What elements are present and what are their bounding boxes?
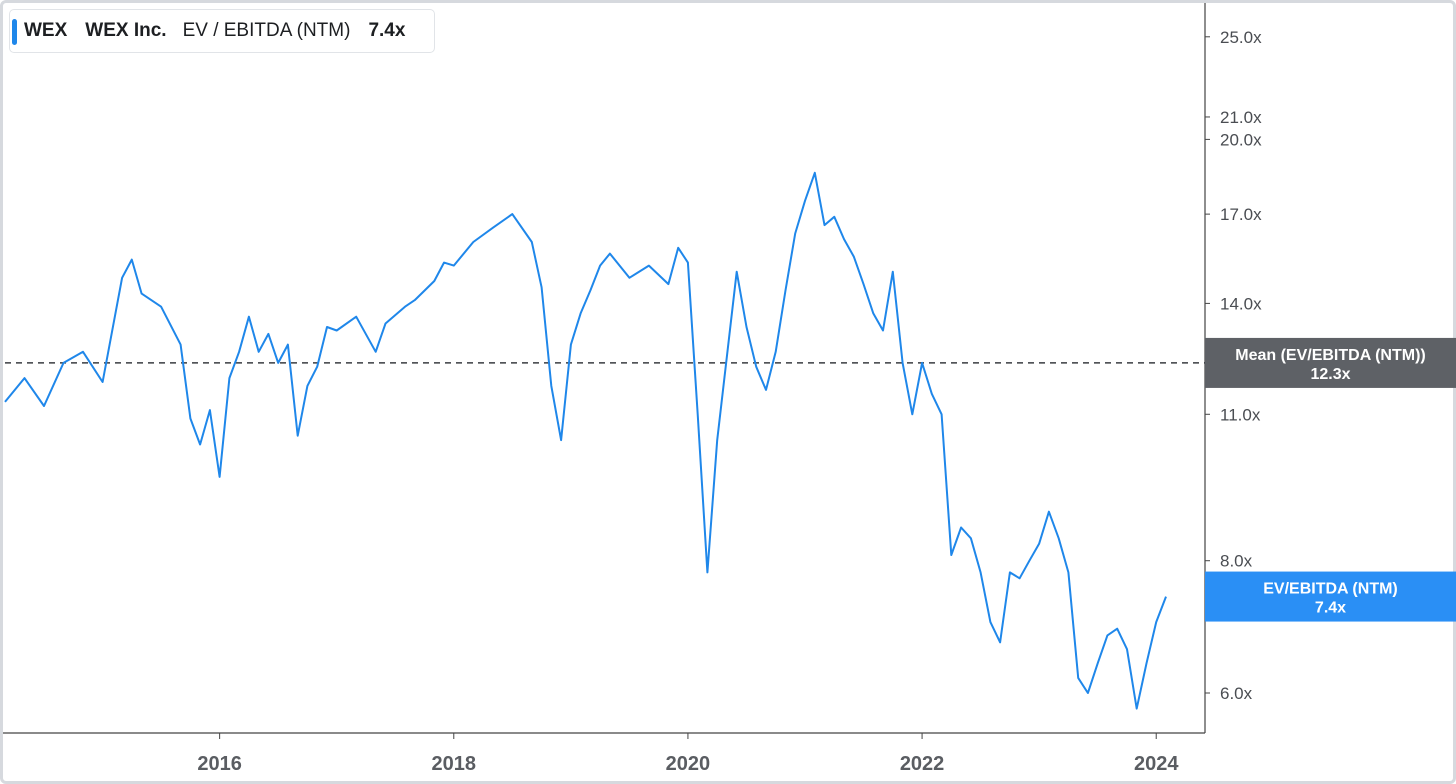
mean-tag-value: 12.3x [1310, 366, 1350, 383]
x-tick-label: 2018 [432, 753, 477, 775]
y-tick-label: 6.0x [1220, 684, 1253, 703]
y-tick-label: 25.0x [1220, 28, 1262, 47]
x-axis-ticks: 2016 2018 2020 2022 2024 [197, 733, 1179, 775]
mean-tag-background [1205, 337, 1456, 388]
legend-company: WEX Inc. [85, 20, 167, 41]
mean-tag-label: Mean (EV/EBITDA (NTM)) [1235, 347, 1426, 364]
x-tick-label: 2024 [1134, 753, 1179, 775]
y-axis-ticks: 25.0x 21.0x 20.0x 17.0x 14.0x 11.0x 8.0x 6.0x [1205, 28, 1262, 703]
y-tick-label: 11.0x [1220, 405, 1261, 424]
x-tick-label: 2022 [900, 753, 945, 775]
current-tag-label: EV/EBITDA (NTM) [1263, 581, 1398, 598]
current-tag-value: 7.4x [1315, 600, 1346, 617]
legend-metric: EV / EBITDA (NTM) [182, 20, 351, 41]
legend-value: 7.4x [368, 20, 406, 41]
legend-color-bar [12, 19, 17, 45]
y-tick-label: 17.0x [1220, 205, 1262, 224]
y-tick-label: 8.0x [1220, 552, 1253, 571]
x-tick-label: 2016 [197, 753, 242, 775]
y-tick-label: 21.0x [1220, 108, 1262, 127]
current-tag-background [1205, 571, 1456, 622]
mean-tag: Mean (EV/EBITDA (NTM)) 12.3x [1205, 337, 1456, 388]
y-tick-label: 14.0x [1220, 294, 1262, 313]
legend-box: WEX WEX Inc. EV / EBITDA (NTM) 7.4x [9, 9, 435, 53]
series-line-ev-ebitda [4, 171, 1167, 710]
current-value-tag: EV/EBITDA (NTM) 7.4x [1205, 571, 1456, 622]
x-tick-label: 2020 [666, 753, 711, 775]
y-tick-label: 20.0x [1220, 130, 1262, 149]
legend-ticker: WEX [24, 20, 68, 41]
